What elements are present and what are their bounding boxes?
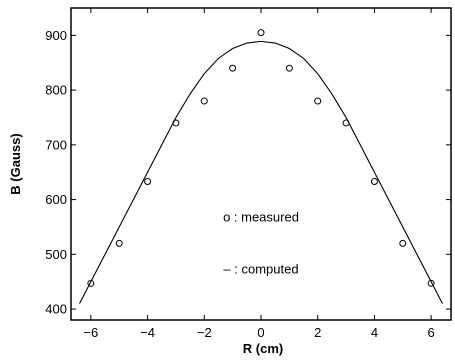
y-tick-label: 500 [45,247,67,262]
y-axis-title: B (Gauss) [8,133,23,194]
x-tick-label: 0 [257,325,264,340]
x-tick-label: 6 [428,325,435,340]
ticks-group: −6 −4 −2 0 2 4 6 400 500 600 700 800 900 [45,8,451,340]
measured-point [200,97,208,105]
legend-computed: – : computed [223,261,298,276]
x-tick-label: −4 [140,325,155,340]
measured-point [87,279,95,287]
measured-point [427,279,435,287]
y-tick-label: 700 [45,137,67,152]
y-tick-label: 600 [45,192,67,207]
x-tick-label: 4 [371,325,378,340]
measured-point [399,239,407,247]
measured-point [144,178,152,186]
annotations-group: o : measured – : computed [223,209,299,276]
y-tick-label: 900 [45,28,67,43]
series-group [79,29,443,304]
measured-point [257,29,265,37]
x-tick-label: 2 [314,325,321,340]
measured-point [115,239,123,247]
measured-point [314,97,322,105]
measured-point [370,178,378,186]
computed-curve [79,40,443,304]
y-tick-label: 400 [45,302,67,317]
y-tick-label: 800 [45,83,67,98]
measured-point [229,64,237,72]
x-tick-label: −2 [197,325,212,340]
x-axis-title: R (cm) [243,341,283,356]
legend-measured: o : measured [223,209,299,224]
x-tick-label: −6 [83,325,98,340]
measured-point [285,64,293,72]
